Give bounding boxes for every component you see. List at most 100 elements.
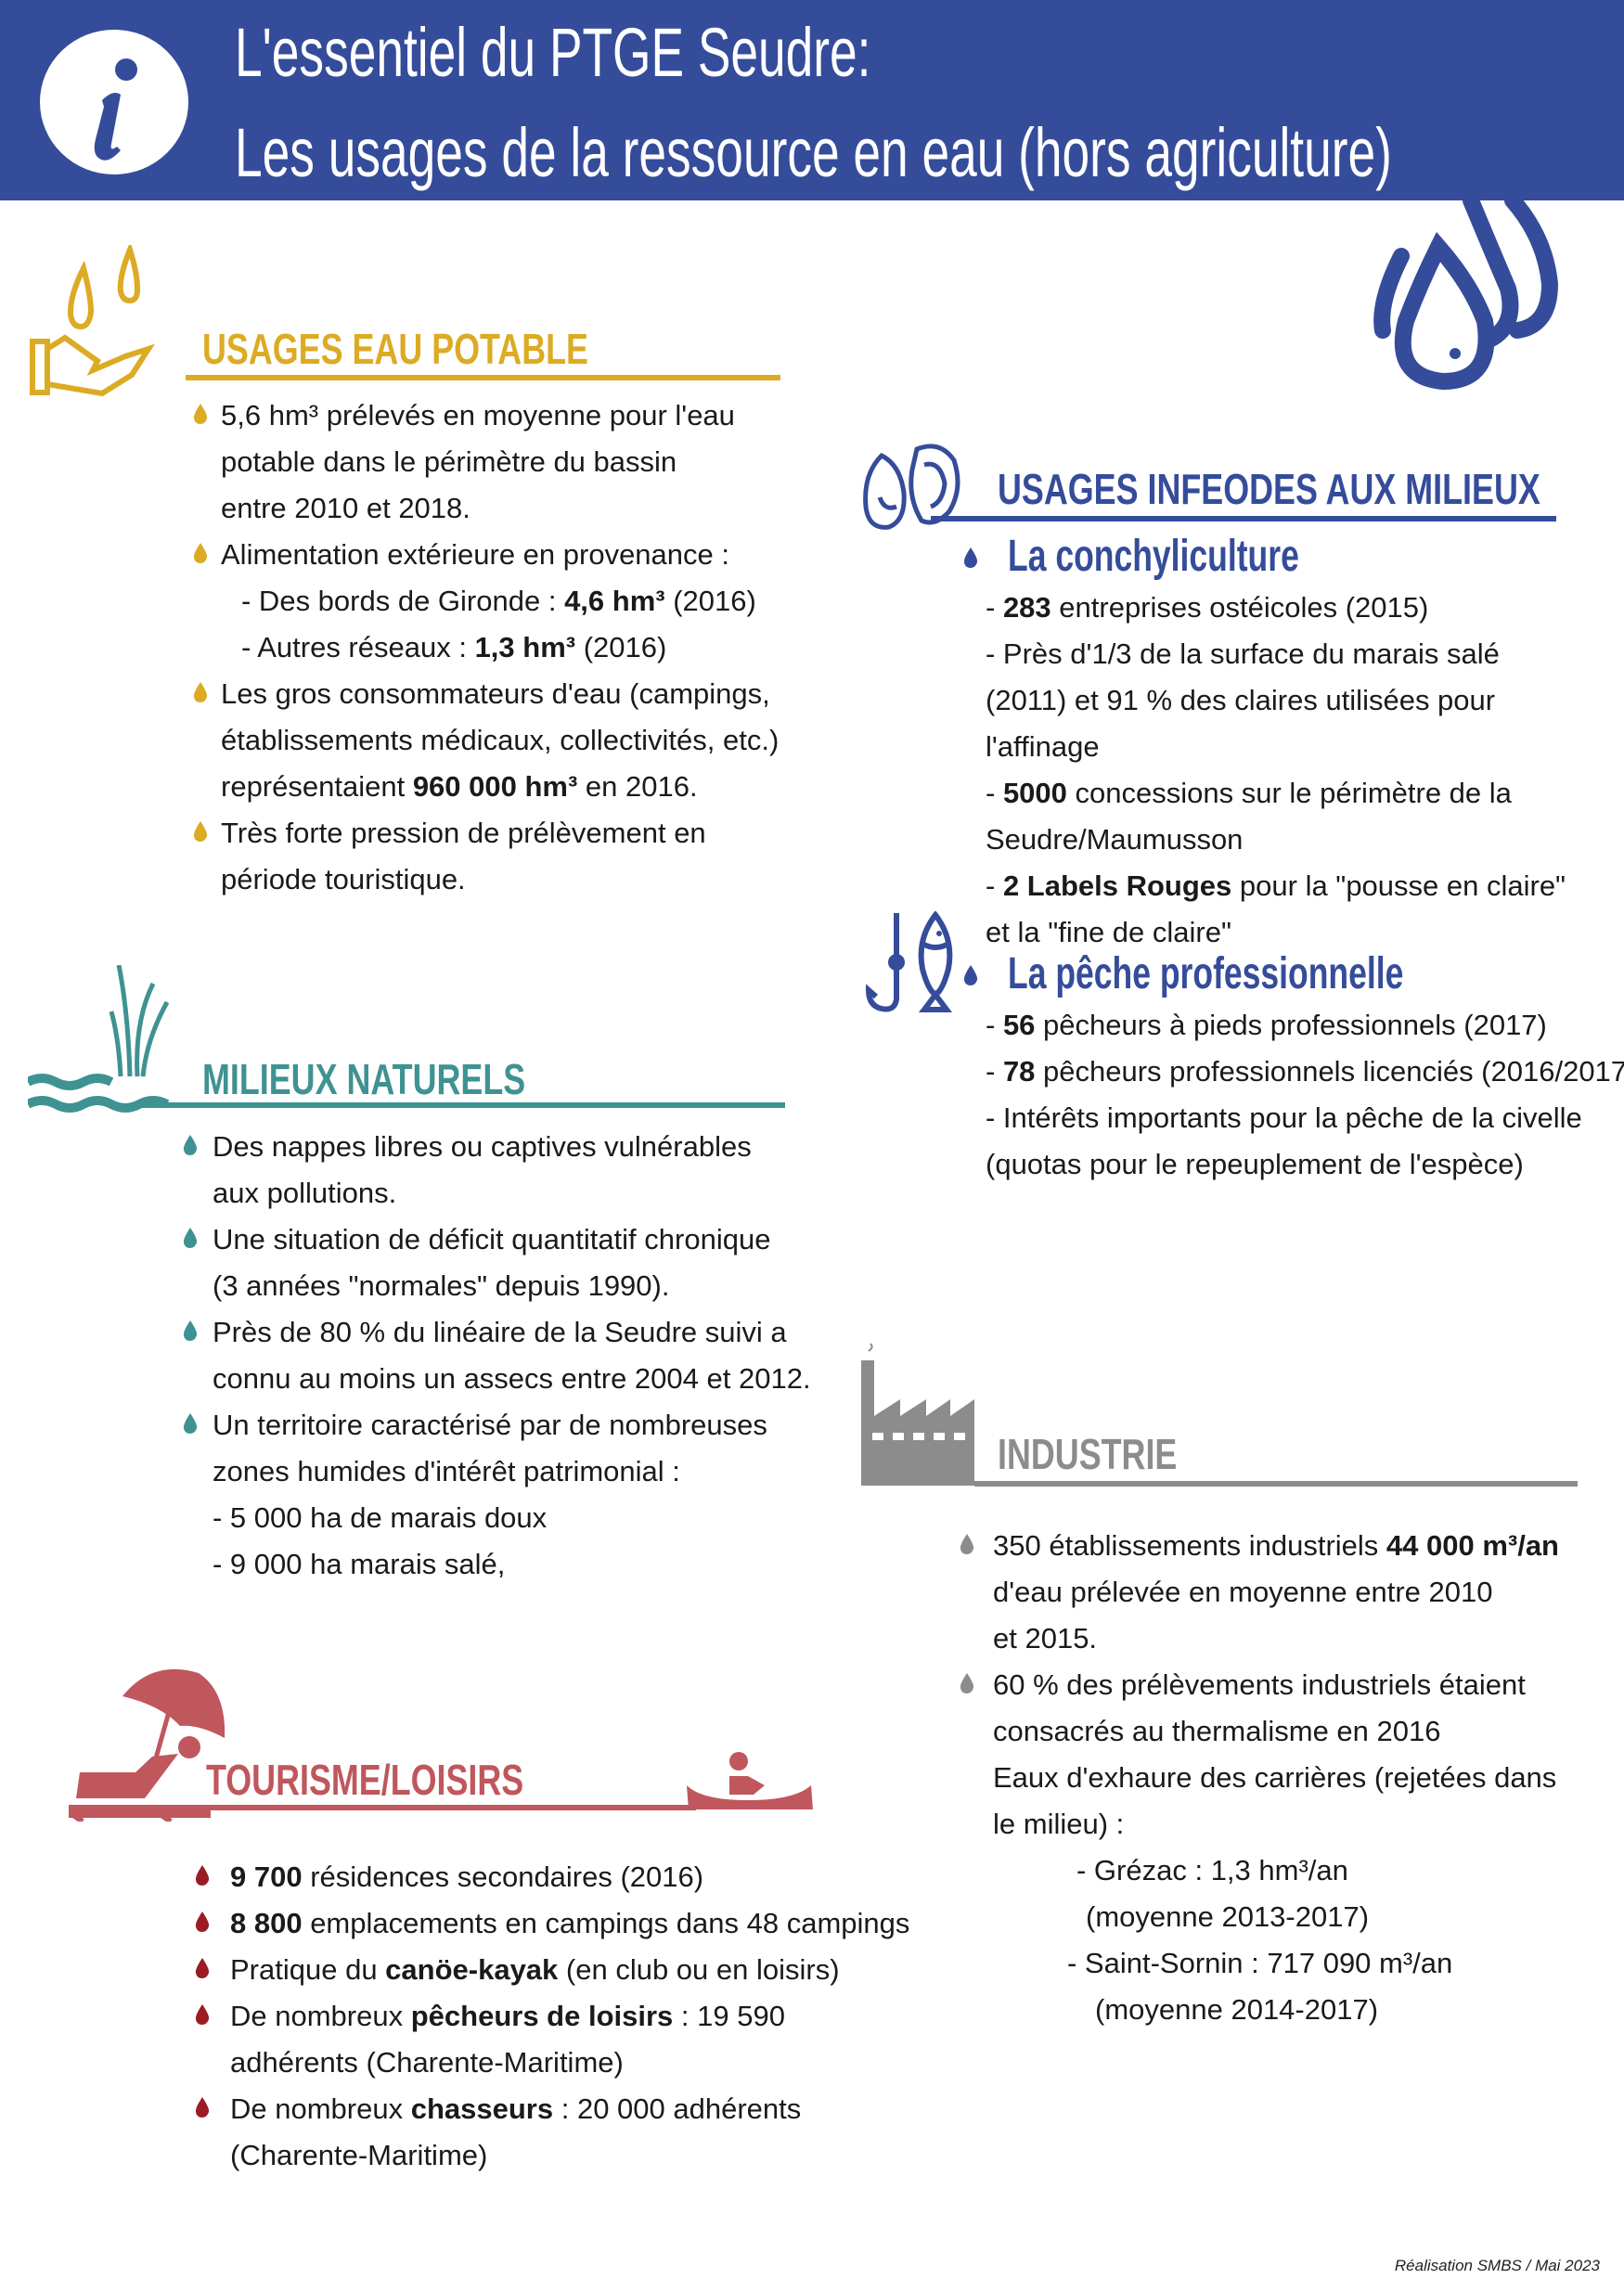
list-line: Près de 80 % du linéaire de la Seudre su… [183, 1309, 811, 1356]
text-segment: le milieu) : [993, 1808, 1125, 1840]
peche-list: - 56 pêcheurs à pieds professionnels (20… [986, 1002, 1624, 1188]
bullet-drop-icon [195, 1912, 210, 1932]
text-segment: : 20 000 adhérents [553, 2092, 802, 2125]
text-segment: entre 2010 et 2018. [221, 492, 470, 524]
list-line: - 5 000 ha de marais doux [213, 1495, 811, 1541]
industrie-list: 350 établissements industriels 44 000 m³… [960, 1523, 1559, 2033]
page-title-line1: L'essentiel du PTGE Seudre: [235, 14, 871, 91]
list-line: (quotas pour le repeuplement de l'espèce… [986, 1141, 1624, 1188]
bullet-drop-icon [963, 965, 978, 985]
section-title-industrie: INDUSTRIE [998, 1430, 1178, 1478]
potable-list: 5,6 hm³ prélevés en moyenne pour l'eau po… [193, 393, 779, 903]
text-segment: - Près d'1/3 de la surface du marais sal… [986, 637, 1500, 670]
text-segment: - Saint-Sornin : 717 090 m³/an [1067, 1947, 1453, 1979]
text-segment: - Intérêts importants pour la pêche de l… [986, 1101, 1582, 1134]
list-line: - Des bords de Gironde : 4,6 hm³ (2016) [221, 578, 779, 624]
list-line: Des nappes libres ou captives vulnérable… [183, 1124, 811, 1170]
text-segment: De nombreux [230, 2092, 411, 2125]
bullet-drop-icon [963, 547, 978, 568]
list-line: - 56 pêcheurs à pieds professionnels (20… [986, 1002, 1624, 1049]
list-line: - Près d'1/3 de la surface du marais sal… [986, 631, 1566, 677]
text-segment: (moyenne 2013-2017) [1086, 1900, 1370, 1933]
list-line: période touristique. [221, 856, 779, 903]
bullet-drop-icon [183, 1135, 198, 1155]
bold-value: 1,3 hm³ [474, 631, 576, 663]
list-line: 60 % des prélèvements industriels étaien… [960, 1662, 1559, 1708]
text-segment: - 9 000 ha marais salé, [213, 1548, 506, 1580]
text-segment: (2016) [575, 631, 667, 663]
list-line: 5,6 hm³ prélevés en moyenne pour l'eau [193, 393, 779, 439]
list-line: - 9 000 ha marais salé, [213, 1541, 811, 1588]
text-segment: en 2016. [577, 770, 698, 803]
list-line: adhérents (Charente-Maritime) [230, 2040, 909, 2086]
tourisme-divider [139, 1805, 696, 1810]
text-segment: Très forte pression de prélèvement en [221, 817, 706, 849]
bold-value: 2 Labels Rouges [1002, 869, 1232, 902]
text-segment: (Charente-Maritime) [230, 2139, 488, 2171]
beach-umbrella-icon [69, 1668, 226, 1822]
list-line: zones humides d'intérêt patrimonial : [213, 1449, 811, 1495]
bullet-drop-icon [960, 1534, 974, 1554]
list-line: - Intérêts importants pour la pêche de l… [986, 1095, 1624, 1141]
list-line: potable dans le périmètre du bassin [221, 439, 779, 485]
list-line: entre 2010 et 2018. [221, 485, 779, 532]
bold-value: 44 000 m³/an [1386, 1529, 1559, 1562]
bullet-drop-icon [960, 1673, 974, 1693]
text-segment: - Grézac : 1,3 hm³/an [1076, 1854, 1348, 1886]
list-line: - 5000 concessions sur le périmètre de l… [986, 770, 1566, 817]
bullet-drop-icon [193, 543, 208, 563]
text-segment: représentaient [221, 770, 413, 803]
oyster-icon [863, 444, 960, 530]
text-segment: d'eau prélevée en moyenne entre 2010 [993, 1576, 1493, 1608]
text-segment: aux pollutions. [213, 1177, 397, 1209]
text-segment: Un territoire caractérisé par de nombreu… [213, 1409, 767, 1441]
section-title-tourisme: TOURISME/LOISIRS [206, 1756, 524, 1804]
bold-value: 5000 [1002, 777, 1067, 809]
bold-value: 8 800 [230, 1907, 303, 1939]
list-line: l'affinage [986, 724, 1566, 770]
potable-divider [186, 375, 780, 380]
bullet-drop-icon [195, 2097, 210, 2118]
hand-water-icon [30, 245, 156, 397]
subsection-title-peche: La pêche professionnelle [1008, 949, 1404, 998]
text-segment: Près de 80 % du linéaire de la Seudre su… [213, 1316, 787, 1348]
fishing-icon [865, 911, 953, 1012]
text-segment: résidences secondaires (2016) [302, 1861, 704, 1893]
list-line: Pratique du canöe-kayak (en club ou en l… [195, 1947, 909, 1993]
text-segment: - [986, 777, 1003, 809]
list-line: - Saint-Sornin : 717 090 m³/an [993, 1940, 1559, 1987]
list-line: consacrés au thermalisme en 2016 [993, 1708, 1559, 1755]
list-line: établissements médicaux, collectivités, … [221, 717, 779, 764]
list-line: Une situation de déficit quantitatif chr… [183, 1217, 811, 1263]
text-segment: Des nappes libres ou captives vulnérable… [213, 1130, 752, 1163]
text-segment: (3 années "normales" depuis 1990). [213, 1269, 670, 1302]
text-segment: 5,6 hm³ prélevés en moyenne pour l'eau [221, 399, 735, 431]
text-segment: emplacements en campings dans 48 camping… [302, 1907, 910, 1939]
text-segment: concessions sur le périmètre de la [1066, 777, 1512, 809]
bullet-drop-icon [193, 404, 208, 424]
list-line: connu au moins un assecs entre 2004 et 2… [213, 1356, 811, 1402]
text-segment: (2011) et 91 % des claires utilisées pou… [986, 684, 1496, 716]
text-segment: - Des bords de Gironde : [241, 585, 565, 617]
credit-footer: Réalisation SMBS / Mai 2023 [1394, 2257, 1600, 2274]
text-segment: (moyenne 2014-2017) [1095, 1993, 1379, 2026]
list-line: Les gros consommateurs d'eau (campings, [193, 671, 779, 717]
text-segment: Une situation de déficit quantitatif chr… [213, 1223, 771, 1255]
text-segment: pêcheurs à pieds professionnels (2017) [1035, 1009, 1547, 1041]
wetland-reeds-icon [28, 965, 170, 1113]
header-banner: L'essentiel du PTGE Seudre: Les usages d… [0, 0, 1624, 200]
bullet-drop-icon [193, 821, 208, 842]
infeodes-divider [931, 516, 1556, 521]
text-segment: 350 établissements industriels [993, 1529, 1386, 1562]
bold-value: chasseurs [410, 2092, 554, 2125]
text-segment: (quotas pour le repeuplement de l'espèce… [986, 1148, 1524, 1180]
bullet-drop-icon [183, 1228, 198, 1248]
bold-value: 9 700 [230, 1861, 303, 1893]
list-line: - Grézac : 1,3 hm³/an [993, 1848, 1559, 1894]
list-line: Alimentation extérieure en provenance : [193, 532, 779, 578]
list-line: Très forte pression de prélèvement en [193, 810, 779, 856]
bullet-drop-icon [193, 682, 208, 702]
list-line: et la "fine de claire" [986, 909, 1566, 956]
list-line: et 2015. [993, 1616, 1559, 1662]
list-line: 8 800 emplacements en campings dans 48 c… [195, 1900, 910, 1947]
